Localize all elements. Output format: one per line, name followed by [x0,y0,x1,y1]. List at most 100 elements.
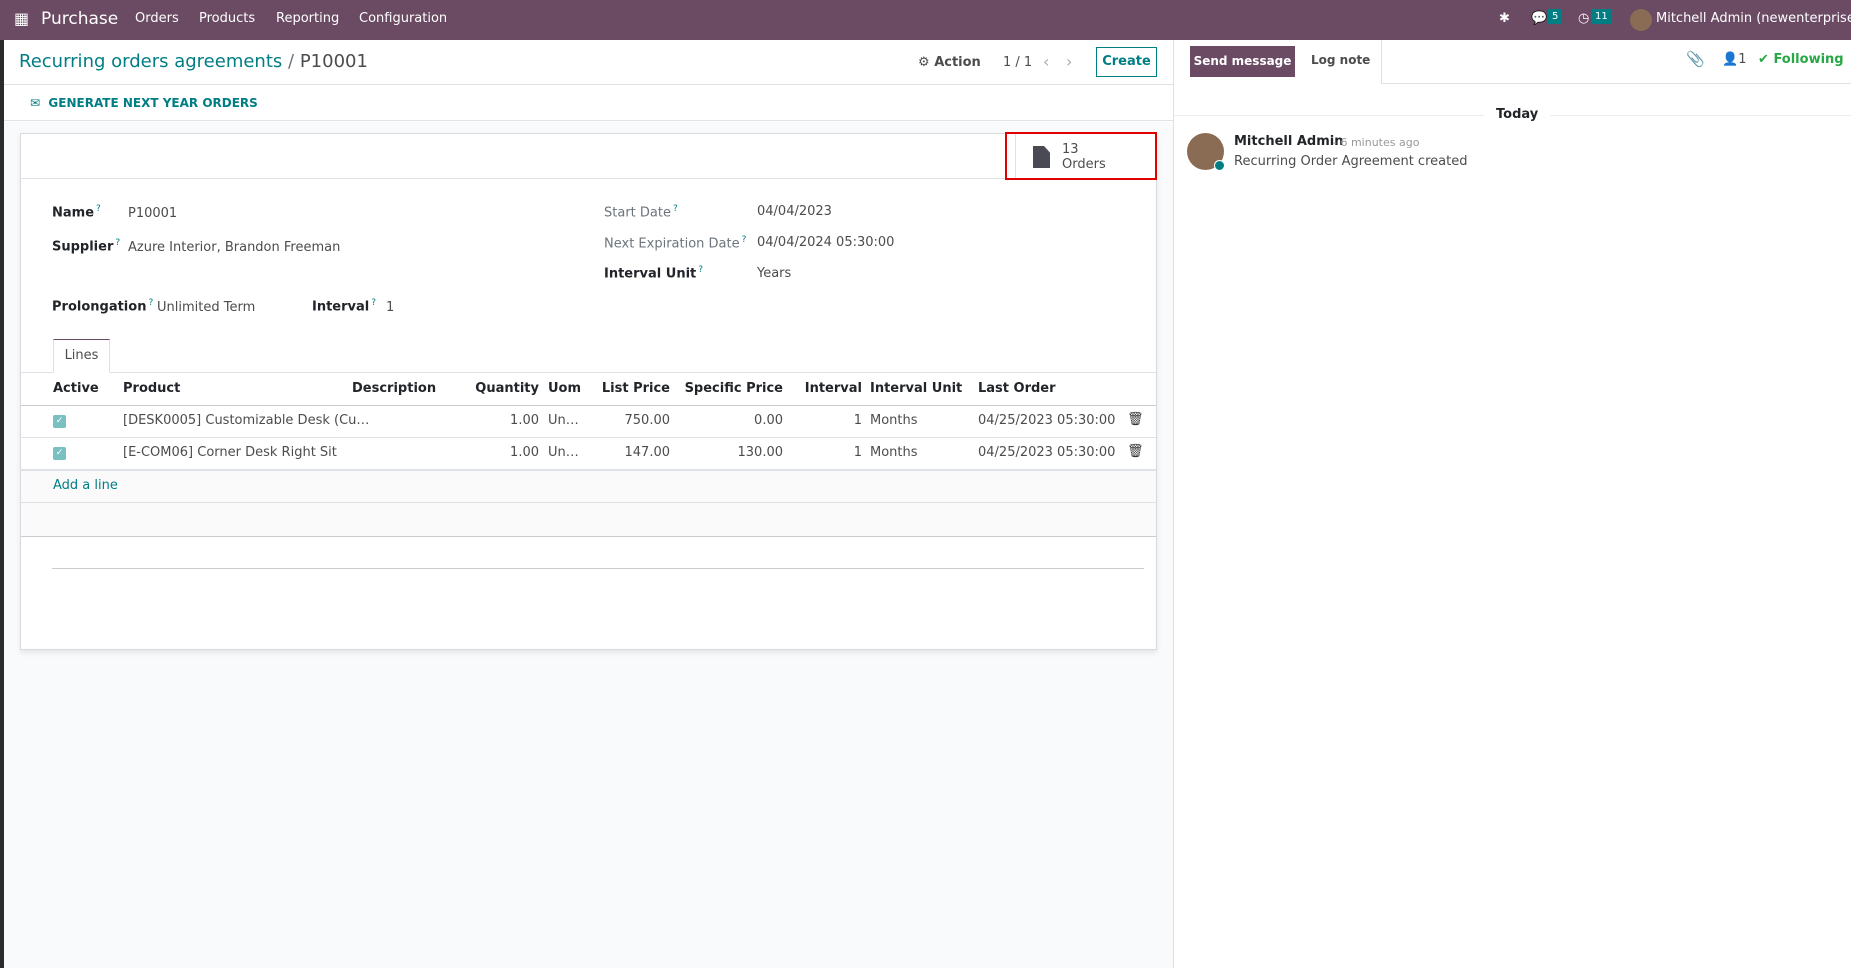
tab-lines[interactable]: Lines [53,339,110,373]
cell-qty[interactable]: 1.00 [510,413,539,428]
user-avatar[interactable] [1630,9,1652,31]
column-header-interval[interactable]: Interval [804,381,862,396]
create-button[interactable]: Create [1096,47,1157,77]
column-header-last-order[interactable]: Last Order [978,381,1056,396]
add-a-line-link[interactable]: Add a line [53,478,118,493]
gear-icon: ⚙ [918,55,930,70]
help-icon[interactable]: ? [672,204,678,214]
column-header-active[interactable]: Active [53,381,99,396]
debug-bug-icon[interactable]: ✱ [1499,11,1510,26]
messages-badge: 5 [1548,9,1563,24]
cell-list[interactable]: 147.00 [624,445,671,460]
column-header-product[interactable]: Product [123,381,181,396]
cell-product[interactable]: [E-COM06] Corner Desk Right Sit [123,445,337,460]
column-header-list-price[interactable]: List Price [601,381,670,396]
status-bar: ✉ GENERATE NEXT YEAR ORDERS [4,86,1173,121]
activities-clock-icon[interactable]: ◷ [1578,11,1590,26]
following-label: Following [1773,52,1844,67]
check-icon: ✔ [1758,52,1769,67]
interval-unit-value[interactable]: Years [757,266,792,281]
help-icon[interactable]: ? [115,238,121,248]
envelope-icon: ✉ [30,96,41,110]
column-header-specific-price[interactable]: Specific Price [684,381,783,396]
help-icon[interactable]: ? [148,298,154,308]
breadcrumb-current: P10001 [299,51,368,72]
next-expiration-label: Next Expiration Date? [604,235,747,252]
message-body: Recurring Order Agreement created [1234,154,1468,169]
prolongation-value[interactable]: Unlimited Term [157,300,256,315]
menu-products[interactable]: Products [199,11,256,26]
start-date-label: Start Date? [604,204,678,221]
message-author[interactable]: Mitchell Admin [1234,134,1344,149]
cell-last[interactable]: 04/25/2023 05:30:00 [978,445,1116,460]
cell-uom[interactable]: Un… [548,445,579,460]
generate-label: GENERATE NEXT YEAR ORDERS [48,96,258,110]
cell-list[interactable]: 750.00 [624,413,671,428]
column-header-interval-unit[interactable]: Interval Unit [870,381,963,396]
cell-interval[interactable]: 1 [853,445,862,460]
paperclip-icon[interactable]: 📎 [1686,50,1705,68]
cell-uom[interactable]: Un… [548,413,579,428]
user-icon: 👤 [1722,52,1739,67]
supplier-label: Supplier? [52,238,121,255]
table-row[interactable]: ✓ [E-COM06] Corner Desk Right Sit 1.00 Un… 1… [21,438,1156,470]
tabs-divider [21,372,1156,373]
interval-unit-label: Interval Unit? [604,265,704,282]
cell-product[interactable]: [DESK0005] Customizable Desk (Cu… [123,413,370,428]
cell-qty[interactable]: 1.00 [510,445,539,460]
messages-icon[interactable]: 💬 [1531,11,1548,26]
table-row[interactable]: ✓ [DESK0005] Customizable Desk (Cu… 1.00 Un… [21,406,1156,438]
form-sheet: 13 Orders Name? P10001 Supplier? Azure I… [20,132,1157,650]
help-icon[interactable]: ? [741,235,747,245]
generate-next-year-orders-button[interactable]: ✉ GENERATE NEXT YEAR ORDERS [30,96,258,110]
interval-value[interactable]: 1 [386,300,395,315]
pager-value[interactable]: 1 / 1 [1003,55,1033,70]
name-value: P10001 [128,206,178,221]
date-separator: Today [1484,107,1551,122]
prolongation-label: Prolongation? [52,298,154,315]
name-label: Name? [52,204,101,221]
delete-row-trash-icon[interactable]: 🗑 [1127,444,1144,459]
button-box-divider [21,178,1156,179]
active-checkbox[interactable]: ✓ [53,447,66,460]
column-header-uom[interactable]: Uom [548,381,582,396]
message-time: - 6 minutes ago [1333,136,1420,149]
chatter-panel: Send message Log note 📎 👤1 ✔ Following T… [1173,40,1851,968]
column-header-quantity[interactable]: Quantity [475,381,539,396]
app-name[interactable]: Purchase [41,9,119,29]
help-icon[interactable]: ? [371,298,377,308]
delete-row-trash-icon[interactable]: 🗑 [1127,412,1144,427]
cell-interval[interactable]: 1 [853,413,862,428]
followers-button[interactable]: 👤1 [1722,52,1746,67]
file-icon [1033,146,1050,168]
column-header-description[interactable]: Description [352,381,437,396]
cell-specific[interactable]: 130.00 [737,445,784,460]
pager-previous-icon[interactable]: ‹ [1043,52,1050,71]
menu-configuration[interactable]: Configuration [359,11,448,26]
window-edge [0,0,4,968]
next-expiration-value: 04/04/2024 05:30:00 [757,235,895,250]
user-menu[interactable]: Mitchell Admin (newenterprise) [1656,11,1851,26]
cell-unit[interactable]: Months [870,413,918,428]
help-icon[interactable]: ? [698,265,704,275]
orders-stat-button[interactable]: 13 Orders [1005,132,1157,180]
action-button[interactable]: ⚙ Action [918,55,981,70]
cell-specific[interactable]: 0.00 [754,413,783,428]
log-note-button[interactable]: Log note [1311,53,1371,67]
active-checkbox[interactable]: ✓ [53,415,66,428]
cell-unit[interactable]: Months [870,445,918,460]
breadcrumb-separator: / [288,51,295,72]
send-message-button[interactable]: Send message [1190,46,1295,77]
cell-last[interactable]: 04/25/2023 05:30:00 [978,413,1116,428]
breadcrumb-parent[interactable]: Recurring orders agreements [19,51,283,72]
interval-label: Interval? [312,298,377,315]
menu-orders[interactable]: Orders [135,11,179,26]
help-icon[interactable]: ? [96,204,101,214]
pager-next-icon[interactable]: › [1066,52,1073,71]
following-button[interactable]: ✔ Following [1758,52,1844,67]
supplier-value[interactable]: Azure Interior, Brandon Freeman [128,240,341,255]
followers-count: 1 [1738,52,1747,67]
menu-reporting[interactable]: Reporting [276,11,340,26]
online-status-icon [1214,160,1225,171]
apps-menu-icon[interactable]: ▦ [14,9,30,28]
